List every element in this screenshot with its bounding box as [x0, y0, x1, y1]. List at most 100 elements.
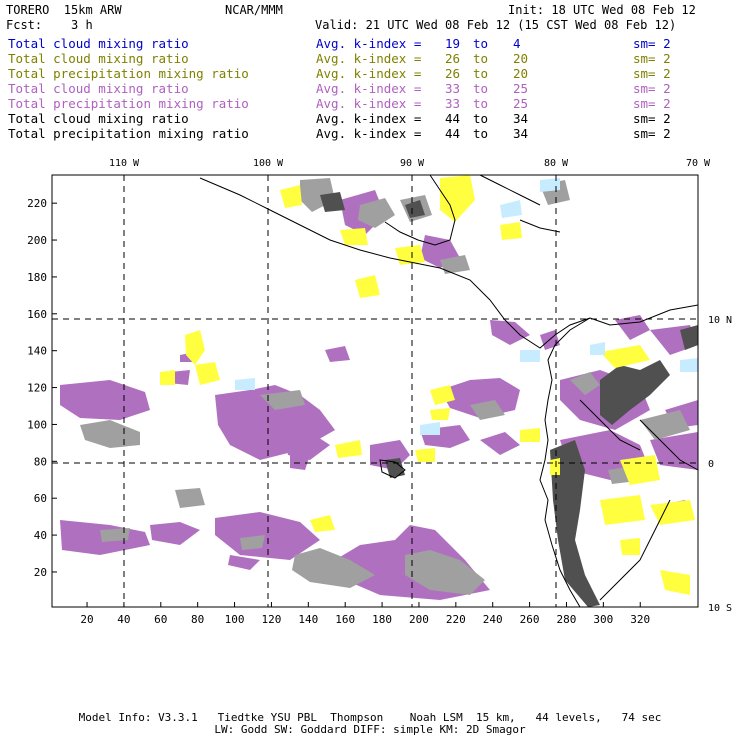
legend-kindex: Avg. k-index =	[316, 36, 422, 51]
y-tick-label: 220	[27, 197, 47, 210]
purple-cloud-region	[615, 315, 650, 340]
coastline	[639, 419, 699, 471]
longitude-label: 110 W	[109, 158, 140, 169]
legend-from: 19	[445, 36, 461, 51]
yellow-cloud-region	[620, 538, 640, 555]
latitude-label: 10 S	[708, 603, 732, 614]
x-tick-label: 60	[154, 613, 167, 626]
yellow-cloud-region	[160, 370, 175, 385]
cyan-cloud-region	[540, 178, 560, 192]
cyan-cloud-region	[680, 358, 698, 372]
gray-cloud-region	[470, 400, 505, 420]
purple-cloud-region	[228, 555, 260, 570]
legend-to: 25	[513, 96, 529, 111]
init-time: Init: 18 UTC Wed 08 Feb 12	[508, 3, 696, 17]
legend-from: 33	[445, 96, 461, 111]
dark-cloud-region	[320, 192, 345, 212]
legend-kindex: Avg. k-index =	[316, 111, 422, 126]
coastline	[384, 174, 456, 246]
longitude-label: 100 W	[253, 158, 284, 169]
cyan-cloud-region	[520, 350, 540, 362]
x-tick-label: 320	[630, 613, 650, 626]
axis-ticks	[52, 175, 699, 607]
y-tick-label: 100	[27, 418, 47, 431]
cyan-cloud-region	[500, 200, 522, 218]
x-tick-label: 160	[335, 613, 355, 626]
y-tick-label: 140	[27, 345, 47, 358]
purple-cloud-region	[60, 380, 150, 420]
yellow-cloud-region	[500, 222, 522, 240]
x-tick-label: 300	[593, 613, 613, 626]
gray-cloud-region	[260, 390, 305, 410]
legend-field: Total cloud mixing ratio	[8, 36, 189, 51]
gray-cloud-region	[175, 488, 205, 508]
legend-kindex: Avg. k-index =	[316, 66, 422, 81]
legend-from: 44	[445, 111, 461, 126]
y-tick-label: 20	[34, 566, 47, 579]
valid-time: Valid: 21 UTC Wed 08 Feb 12 (15 CST Wed …	[315, 18, 677, 32]
yellow-cloud-region	[650, 500, 695, 525]
purple-cloud-region	[490, 320, 530, 345]
yellow-cloud-region	[430, 385, 455, 405]
legend-kindex: Avg. k-index =	[316, 81, 422, 96]
dark-cloud-region	[385, 458, 405, 478]
legend-sm: sm= 2	[633, 126, 671, 141]
dark-cloud-region	[405, 200, 425, 218]
legend-from: 44	[445, 126, 461, 141]
legend-to: 34	[513, 126, 529, 141]
legend-to: 25	[513, 81, 529, 96]
x-tick-label: 280	[557, 613, 577, 626]
coastline	[379, 459, 406, 479]
y-tick-label: 60	[34, 492, 47, 505]
legend-sm: sm= 2	[633, 96, 671, 111]
gray-cloud-region	[358, 198, 395, 228]
purple-cloud-region	[150, 522, 200, 545]
dark-cloud-region	[680, 325, 698, 350]
legend-from: 26	[445, 66, 461, 81]
legend-sm: sm= 2	[633, 111, 671, 126]
gray-cloud-region	[100, 528, 130, 542]
yellow-cloud-region	[520, 428, 540, 442]
organization: NCAR/MMM	[225, 3, 283, 17]
cloud-shading	[60, 175, 698, 607]
coastline	[589, 304, 699, 326]
legend-to-word: to	[473, 66, 489, 81]
latitude-label: 0	[708, 459, 714, 470]
coastlines	[199, 174, 699, 608]
forecast-hour: Fcst: 3 h	[6, 18, 93, 32]
coastline	[199, 177, 591, 349]
legend-to: 4	[513, 36, 521, 51]
y-tick-label: 120	[27, 382, 47, 395]
longitude-label: 90 W	[400, 158, 425, 169]
x-tick-label: 20	[80, 613, 93, 626]
legend-sm: sm= 2	[633, 81, 671, 96]
legend-field: Total precipitation mixing ratio	[8, 126, 249, 141]
longitude-label: 80 W	[544, 158, 569, 169]
yellow-cloud-region	[430, 408, 450, 420]
x-tick-label: 180	[372, 613, 392, 626]
yellow-cloud-region	[600, 495, 645, 525]
latitude-label: 10 N	[708, 315, 732, 326]
legend-kindex: Avg. k-index =	[316, 96, 422, 111]
y-tick-label: 40	[34, 529, 47, 542]
yellow-cloud-region	[660, 570, 690, 595]
yellow-cloud-region	[185, 330, 205, 365]
yellow-cloud-region	[440, 175, 475, 222]
coastline	[599, 499, 671, 601]
purple-cloud-region	[480, 432, 520, 455]
purple-cloud-region	[325, 346, 350, 362]
footer-model-info: Model Info: V3.3.1 Tiedtke YSU PBL Thomp…	[78, 711, 662, 724]
gray-cloud-region	[570, 372, 600, 395]
yellow-cloud-region	[335, 440, 362, 458]
legend-to: 34	[513, 111, 529, 126]
gray-cloud-region	[292, 548, 375, 588]
legend-field: Total precipitation mixing ratio	[8, 66, 249, 81]
x-tick-label: 200	[409, 613, 429, 626]
legend-field: Total cloud mixing ratio	[8, 111, 189, 126]
legend-to-word: to	[473, 81, 489, 96]
legend-to-word: to	[473, 126, 489, 141]
lat-lon-grid	[52, 175, 698, 607]
legend-field: Total precipitation mixing ratio	[8, 96, 249, 111]
cyan-cloud-region	[235, 378, 255, 390]
y-tick-label: 200	[27, 234, 47, 247]
